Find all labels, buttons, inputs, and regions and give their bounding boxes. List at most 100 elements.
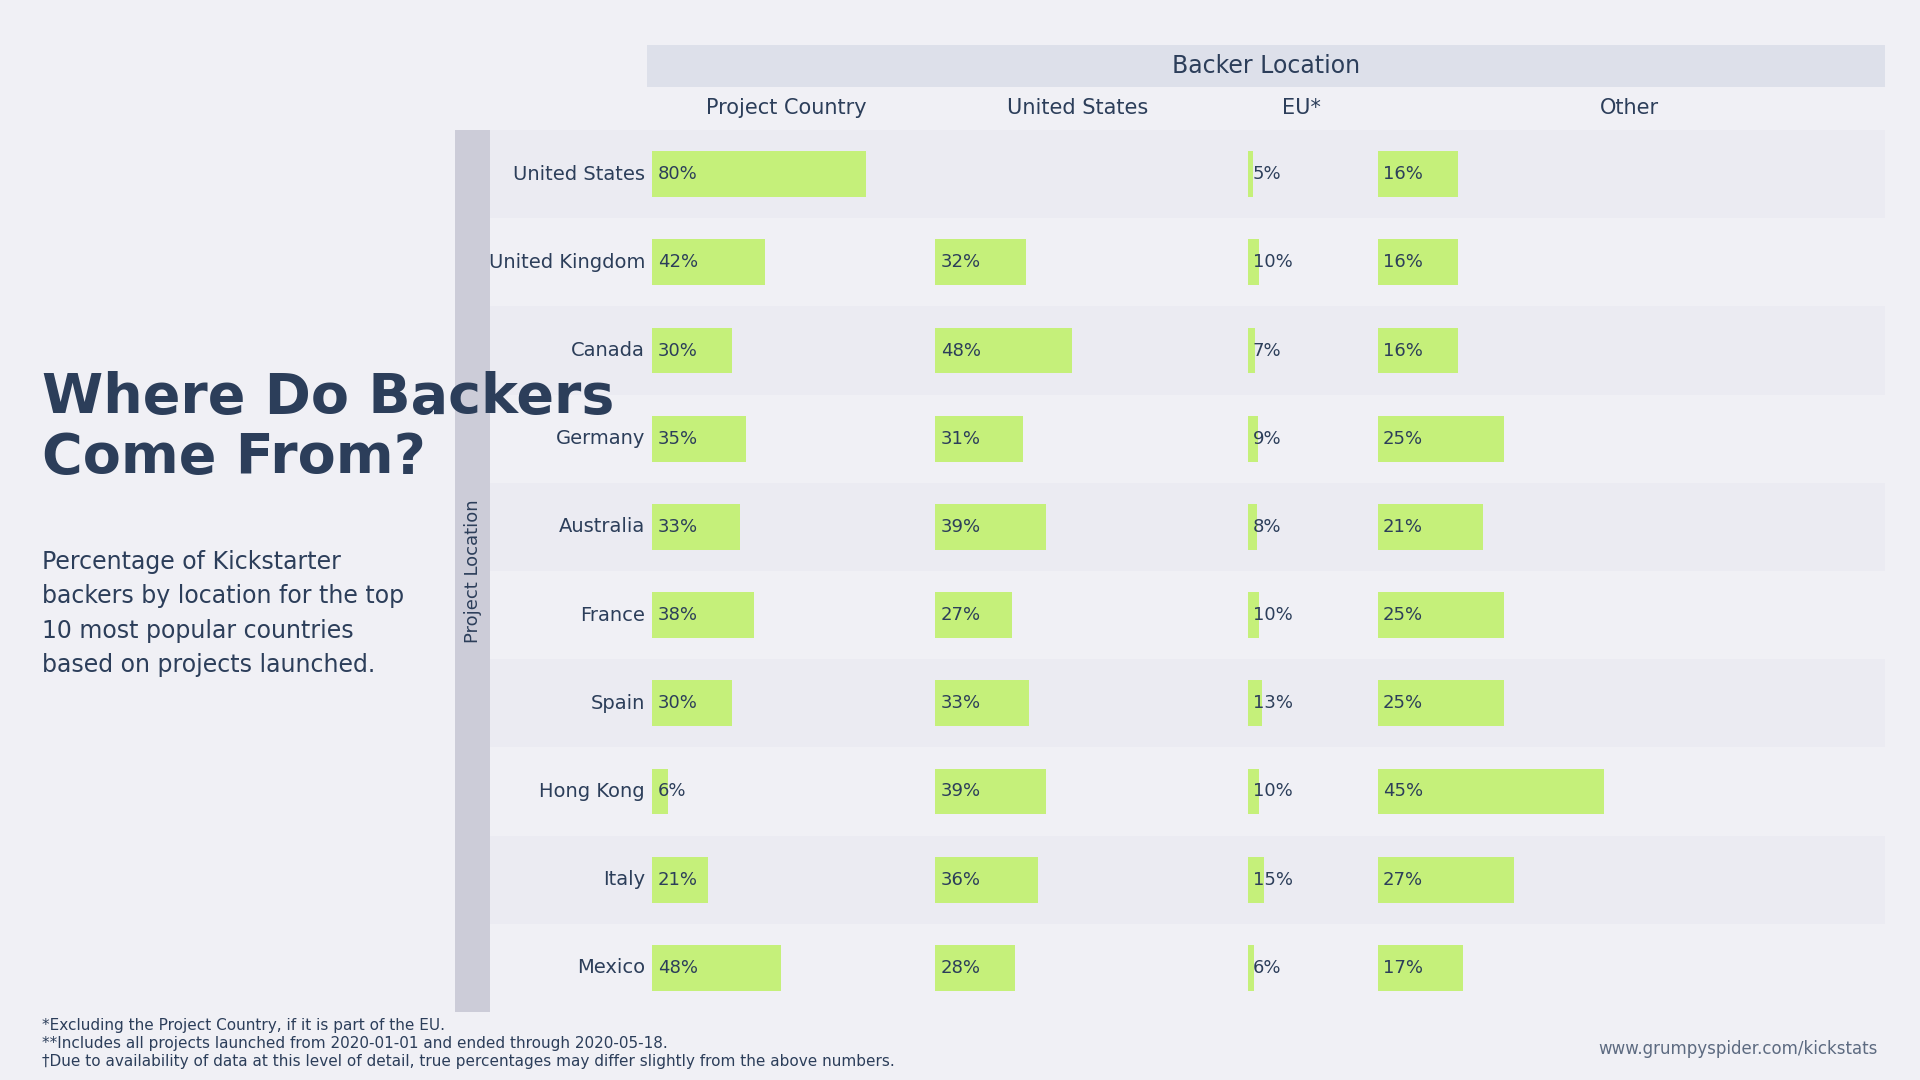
Text: Mexico: Mexico [576,958,645,977]
Text: 16%: 16% [1382,165,1423,184]
Text: 30%: 30% [659,341,697,360]
Text: Italy: Italy [603,870,645,889]
Text: Project Country: Project Country [707,98,866,119]
Text: Australia: Australia [559,517,645,537]
Text: 80%: 80% [659,165,697,184]
FancyBboxPatch shape [653,151,866,197]
Text: 25%: 25% [1382,606,1423,624]
FancyBboxPatch shape [1248,327,1256,374]
Text: 48%: 48% [941,341,981,360]
Text: 6%: 6% [1254,959,1281,977]
Text: 5%: 5% [1254,165,1283,184]
FancyBboxPatch shape [490,571,1885,659]
Text: *Excluding the Project Country, if it is part of the EU.: *Excluding the Project Country, if it is… [42,1018,445,1032]
FancyBboxPatch shape [935,327,1071,374]
FancyBboxPatch shape [490,394,1885,483]
Text: Project Location: Project Location [463,499,482,643]
FancyBboxPatch shape [455,130,490,1012]
Text: United States: United States [1006,98,1148,119]
Text: 9%: 9% [1254,430,1283,448]
Text: 38%: 38% [659,606,699,624]
Text: 28%: 28% [941,959,981,977]
Text: www.grumpyspider.com/kickstats: www.grumpyspider.com/kickstats [1599,1040,1878,1058]
FancyBboxPatch shape [490,307,1885,394]
Text: 16%: 16% [1382,341,1423,360]
FancyBboxPatch shape [1379,240,1459,285]
Text: Spain: Spain [591,693,645,713]
Text: Where Do Backers
Come From?: Where Do Backers Come From? [42,370,614,485]
Text: 39%: 39% [941,783,981,800]
FancyBboxPatch shape [490,747,1885,836]
Text: 39%: 39% [941,518,981,536]
Text: Percentage of Kickstarter
backers by location for the top
10 most popular countr: Percentage of Kickstarter backers by loc… [42,550,403,677]
FancyBboxPatch shape [1379,416,1503,461]
Text: 27%: 27% [941,606,981,624]
FancyBboxPatch shape [653,327,732,374]
Text: 25%: 25% [1382,430,1423,448]
FancyBboxPatch shape [1248,592,1260,638]
Text: 8%: 8% [1254,518,1281,536]
Text: 48%: 48% [659,959,699,977]
Text: United States: United States [513,164,645,184]
FancyBboxPatch shape [1379,327,1459,374]
Text: 31%: 31% [941,430,981,448]
FancyBboxPatch shape [653,680,732,726]
FancyBboxPatch shape [1248,240,1260,285]
FancyBboxPatch shape [653,240,764,285]
Text: France: France [580,606,645,624]
FancyBboxPatch shape [490,218,1885,307]
Text: 27%: 27% [1382,870,1423,889]
Text: Other: Other [1599,98,1659,119]
Text: 45%: 45% [1382,783,1423,800]
FancyBboxPatch shape [1248,416,1258,461]
Text: 30%: 30% [659,694,697,713]
FancyBboxPatch shape [935,592,1012,638]
FancyBboxPatch shape [653,416,745,461]
Text: 21%: 21% [1382,518,1423,536]
Text: 33%: 33% [941,694,981,713]
FancyBboxPatch shape [935,416,1023,461]
FancyBboxPatch shape [1379,680,1503,726]
Text: **Includes all projects launched from 2020-01-01 and ended through 2020-05-18.: **Includes all projects launched from 20… [42,1036,668,1051]
FancyBboxPatch shape [935,240,1025,285]
FancyBboxPatch shape [1379,769,1603,814]
FancyBboxPatch shape [653,504,741,550]
Text: 35%: 35% [659,430,699,448]
FancyBboxPatch shape [1379,151,1459,197]
FancyBboxPatch shape [1379,856,1513,903]
Text: 6%: 6% [659,783,687,800]
Text: 10%: 10% [1254,783,1292,800]
FancyBboxPatch shape [935,856,1037,903]
FancyBboxPatch shape [490,483,1885,571]
Text: 25%: 25% [1382,694,1423,713]
Text: 13%: 13% [1254,694,1292,713]
FancyBboxPatch shape [1379,945,1463,990]
FancyBboxPatch shape [1248,504,1256,550]
FancyBboxPatch shape [1379,504,1484,550]
FancyBboxPatch shape [1379,592,1503,638]
FancyBboxPatch shape [935,945,1016,990]
Text: 16%: 16% [1382,254,1423,271]
Text: 17%: 17% [1382,959,1423,977]
FancyBboxPatch shape [1248,151,1254,197]
Text: 10%: 10% [1254,606,1292,624]
FancyBboxPatch shape [653,945,781,990]
FancyBboxPatch shape [647,45,1885,87]
Text: United Kingdom: United Kingdom [488,253,645,272]
Text: Germany: Germany [555,429,645,448]
Text: Hong Kong: Hong Kong [540,782,645,801]
FancyBboxPatch shape [653,592,755,638]
FancyBboxPatch shape [490,130,1885,218]
Text: †Due to availability of data at this level of detail, true percentages may diffe: †Due to availability of data at this lev… [42,1054,895,1069]
FancyBboxPatch shape [653,856,708,903]
FancyBboxPatch shape [490,836,1885,923]
Text: Backer Location: Backer Location [1171,54,1359,78]
Text: 33%: 33% [659,518,699,536]
Text: 32%: 32% [941,254,981,271]
Text: 42%: 42% [659,254,699,271]
Text: EU*: EU* [1283,98,1321,119]
FancyBboxPatch shape [1248,945,1254,990]
Text: 21%: 21% [659,870,699,889]
FancyBboxPatch shape [653,769,668,814]
FancyBboxPatch shape [490,923,1885,1012]
